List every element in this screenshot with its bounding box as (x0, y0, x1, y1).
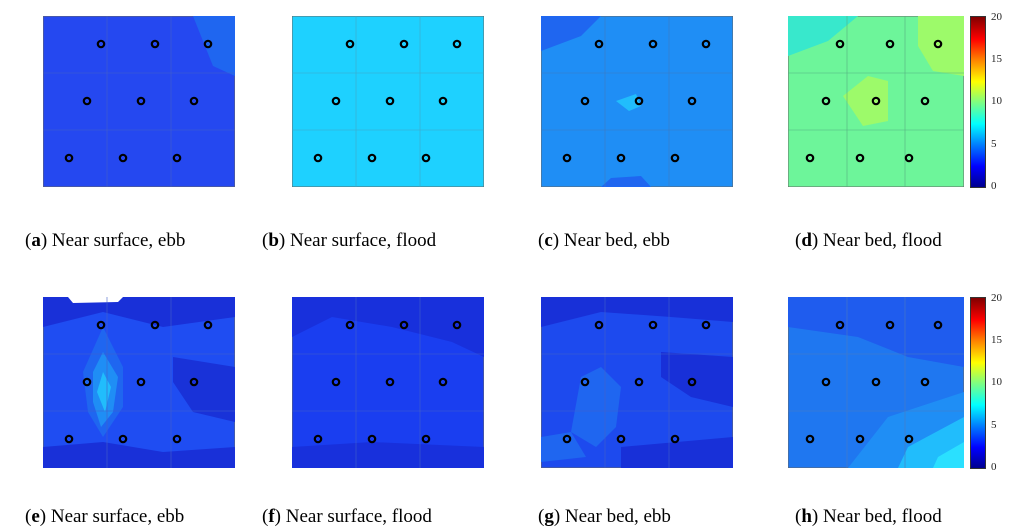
colorbar-tick: 20 (991, 11, 1002, 23)
contour-region (788, 16, 858, 56)
contour-region (68, 297, 123, 303)
panel-c (540, 15, 734, 192)
contour-plot-g (540, 296, 734, 469)
measurement-points (313, 320, 462, 444)
contour-region (541, 16, 601, 51)
contour-plot-h (787, 296, 965, 469)
colorbar-tick: 15 (991, 334, 1002, 346)
contour-region (661, 352, 733, 407)
panel-h (787, 296, 965, 473)
colorbar-tick: 5 (991, 138, 997, 150)
contour-region (616, 94, 641, 111)
measurement-points (805, 39, 943, 163)
contour-plot-a (42, 15, 236, 188)
contour-region (541, 297, 733, 327)
contour-region (292, 297, 484, 357)
colorbar-tick: 10 (991, 376, 1002, 388)
contour-region (173, 357, 235, 422)
caption-f: (f) Near surface, flood (262, 506, 432, 527)
contour-region (601, 176, 651, 187)
caption-a: (a) Near surface, ebb (25, 230, 186, 251)
contour-region (621, 437, 733, 468)
contour-plot-c (540, 15, 734, 188)
contour-plot-f (291, 296, 485, 469)
contour-region (292, 442, 484, 468)
caption-b: (b) Near surface, flood (262, 230, 437, 251)
caption-h: (h) Near bed, flood (795, 506, 942, 527)
colorbar-tick: 10 (991, 95, 1002, 107)
contour-region (788, 297, 964, 367)
caption-g: (g) Near bed, ebb (538, 506, 671, 527)
colorbar-tick: 20 (991, 292, 1002, 304)
measurement-points (64, 39, 213, 163)
contour-plot-d (787, 15, 965, 188)
contour-region (843, 76, 888, 126)
measurement-points (562, 39, 711, 163)
contour-region (541, 432, 586, 462)
colorbar-bottom (970, 297, 986, 469)
colorbar-tick: 0 (991, 461, 997, 473)
colorbar-tick: 5 (991, 419, 997, 431)
caption-e: (e) Near surface, ebb (25, 506, 185, 527)
contour-region (43, 442, 235, 468)
contour-plot-b (291, 15, 485, 188)
measurement-points (562, 320, 711, 444)
contour-region (933, 442, 964, 468)
colorbar-top (970, 16, 986, 188)
contour-region (193, 16, 235, 76)
colorbar-tick: 0 (991, 180, 997, 192)
contour-region (571, 367, 621, 447)
panel-b (291, 15, 485, 192)
panel-e (42, 296, 236, 473)
contour-region (43, 297, 235, 327)
panel-d (787, 15, 965, 192)
colorbar-tick: 15 (991, 53, 1002, 65)
caption-d: (d) Near bed, flood (795, 230, 942, 251)
panel-a (42, 15, 236, 192)
panel-g (540, 296, 734, 473)
measurement-points (64, 320, 213, 444)
contour-region (97, 372, 111, 412)
contour-plot-e (42, 296, 236, 469)
caption-c: (c) Near bed, ebb (538, 230, 670, 251)
measurement-points (313, 39, 462, 163)
panel-f (291, 296, 485, 473)
measurement-points (805, 320, 943, 444)
